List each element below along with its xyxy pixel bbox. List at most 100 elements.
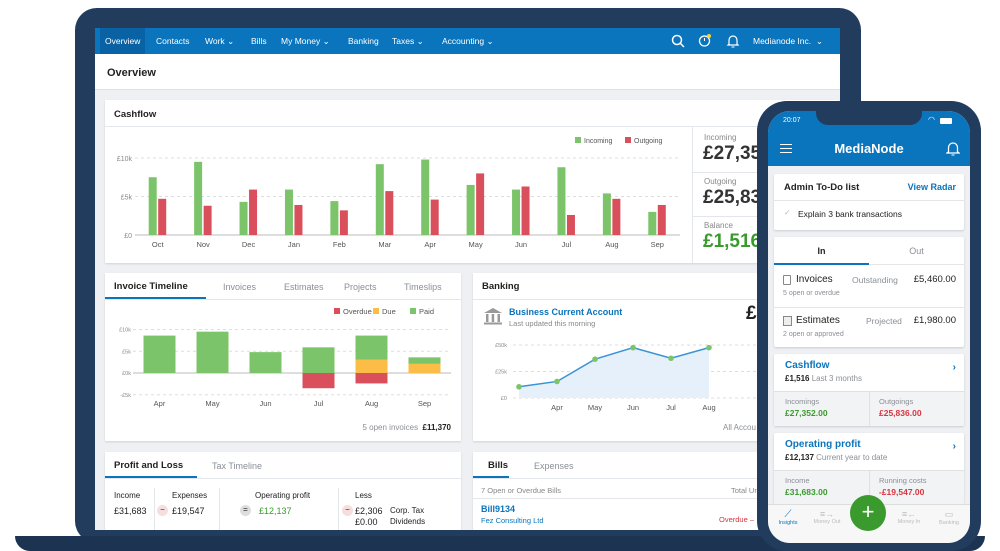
nav-banking[interactable]: Banking xyxy=(348,36,379,46)
add-button[interactable]: + xyxy=(850,495,886,531)
nav-overview[interactable]: Overview xyxy=(100,28,146,54)
bank-updated: Last updated this morning xyxy=(509,319,596,328)
mobile-op-period: Current year to date xyxy=(816,453,888,462)
bill-link[interactable]: Bill9134 xyxy=(481,504,516,514)
nav-insights[interactable]: ⟋ Insights xyxy=(770,509,806,526)
check-icon: ✓ xyxy=(784,208,791,217)
y-tick-label: £0k xyxy=(122,371,131,377)
mobile-app: 20:07 ◠ MediaNode Admin To-Do list View … xyxy=(768,111,970,543)
nav-bills[interactable]: Bills xyxy=(251,36,267,46)
nav-banking[interactable]: ▭ Banking xyxy=(930,509,968,526)
data-point xyxy=(554,378,560,385)
top-nav: Overview Contacts Work ⌄ Bills My Money … xyxy=(95,28,840,54)
bar-incoming xyxy=(557,167,566,235)
todo-item[interactable]: Explain 3 bank transactions xyxy=(798,209,902,219)
bar-outgoing xyxy=(158,198,167,235)
tab-expenses[interactable]: Expenses xyxy=(534,461,574,471)
nav-my-money[interactable]: My Money ⌄ xyxy=(276,28,335,54)
search-icon[interactable] xyxy=(671,34,685,48)
running-costs-label: Running costs xyxy=(879,476,927,485)
x-tick-label: Jun xyxy=(515,240,527,249)
legend-swatch xyxy=(625,137,631,143)
tab-timeslips[interactable]: Timeslips xyxy=(404,282,442,292)
banking-title: Banking xyxy=(482,281,520,292)
chevron-down-icon: ⌄ xyxy=(416,36,424,46)
estimates-sub: 2 open or approved xyxy=(783,331,844,338)
bar-outgoing xyxy=(566,214,575,235)
expenses-value: £19,547 xyxy=(172,506,205,516)
nav-label: Work xyxy=(205,36,225,46)
mobile-cashflow-value: £1,516 xyxy=(785,374,810,383)
outstanding-label: Outstanding xyxy=(852,275,898,285)
tab-invoice-timeline[interactable]: Invoice Timeline xyxy=(114,281,188,292)
legend-label: Overdue xyxy=(343,307,372,316)
estimates-row[interactable]: Estimates Projected £1,980.00 2 open or … xyxy=(774,308,964,348)
bar-paid xyxy=(302,347,335,373)
bills-summary: 7 Open or Overdue Bills xyxy=(481,486,562,495)
timer-icon[interactable] xyxy=(698,33,712,48)
balance-value: £1,516 xyxy=(703,231,762,252)
outgoings-label: Outgoings xyxy=(879,397,914,406)
open-invoices-summary[interactable]: 5 open invoices £11,370 xyxy=(362,423,451,432)
nav-accounting[interactable]: Accounting ⌄ xyxy=(437,28,499,54)
x-tick-label: Jan xyxy=(288,240,300,249)
nav-contacts[interactable]: Contacts xyxy=(156,36,190,46)
data-point xyxy=(630,344,636,351)
cashflow-chart: £0 £5k £10k Oct Nov Dec Jan Feb Mar Apr May Jun Jul A… xyxy=(117,137,680,249)
chevron-right-icon: › xyxy=(952,362,956,373)
bell-icon[interactable] xyxy=(946,141,960,156)
x-tick-label: Nov xyxy=(196,240,210,249)
bar-outgoing xyxy=(430,199,439,235)
desktop-app: Overview Contacts Work ⌄ Bills My Money … xyxy=(95,28,840,530)
view-radar-link[interactable]: View Radar xyxy=(907,182,956,192)
tab-out[interactable]: Out xyxy=(869,237,964,265)
tab-in[interactable]: In xyxy=(774,237,869,265)
bell-icon[interactable] xyxy=(726,34,740,48)
x-tick-label: Sep xyxy=(651,240,664,249)
legend-swatch xyxy=(410,308,416,314)
all-accounts-link[interactable]: All Accou xyxy=(723,423,756,432)
incomings-label: Incomings xyxy=(785,397,820,406)
bank-account-link[interactable]: Business Current Account xyxy=(509,307,623,317)
series-line xyxy=(518,346,710,388)
bar-incoming xyxy=(148,177,157,235)
calculator-icon xyxy=(783,316,792,326)
tab-tax-timeline[interactable]: Tax Timeline xyxy=(212,461,263,471)
tab-projects[interactable]: Projects xyxy=(344,282,377,292)
hamburger-icon[interactable] xyxy=(780,144,792,153)
bar-outgoing xyxy=(612,198,621,235)
nav-work[interactable]: Work ⌄ xyxy=(200,28,239,54)
incoming-value: £27,35 xyxy=(703,143,762,164)
nav-taxes[interactable]: Taxes ⌄ xyxy=(387,28,429,54)
bill-vendor[interactable]: Fez Consulting Ltd xyxy=(481,516,544,525)
banking-chart: £0 £25k £50k Apr May Jun Jul Aug xyxy=(495,343,840,412)
operating-profit-label: Operating profit xyxy=(255,491,311,500)
x-tick-label: Jun xyxy=(259,399,271,408)
legend-label: Outgoing xyxy=(634,138,663,145)
account-menu[interactable]: Medianode Inc. ⌄ xyxy=(748,28,828,54)
incoming-label: Incoming xyxy=(704,133,737,142)
todo-title: Admin To-Do list xyxy=(784,182,860,193)
nav-money-out[interactable]: ≡→ Money Out xyxy=(808,509,846,525)
tab-invoices[interactable]: Invoices xyxy=(223,282,257,292)
tab-estimates[interactable]: Estimates xyxy=(284,282,324,292)
dividends-label: Dividends xyxy=(390,517,426,526)
x-tick-label: Aug xyxy=(605,240,618,249)
x-tick-label: Dec xyxy=(242,240,256,249)
bar-incoming xyxy=(602,193,611,235)
x-tick-label: Oct xyxy=(152,240,165,249)
tab-bills[interactable]: Bills xyxy=(488,460,509,471)
operating-profit-value: £12,137 xyxy=(259,506,292,516)
op-income-value: £31,683.00 xyxy=(785,487,828,497)
bar-incoming xyxy=(466,184,475,235)
incomings-value: £27,352.00 xyxy=(785,408,828,418)
nav-money-in[interactable]: ≡← Money In xyxy=(890,509,928,525)
cards-icon: ▭ xyxy=(944,509,954,519)
tab-profit-loss[interactable]: Profit and Loss xyxy=(114,460,184,471)
bar-incoming xyxy=(375,164,384,235)
x-tick-label: Jul xyxy=(562,240,572,249)
invoices-row[interactable]: Invoices Outstanding £5,460.00 5 open or… xyxy=(774,267,964,307)
status-time: 20:07 xyxy=(783,117,801,124)
legend-swatch xyxy=(373,308,379,314)
mobile-cashflow-card[interactable]: Cashflow › £1,516 Last 3 months Incoming… xyxy=(774,354,964,426)
